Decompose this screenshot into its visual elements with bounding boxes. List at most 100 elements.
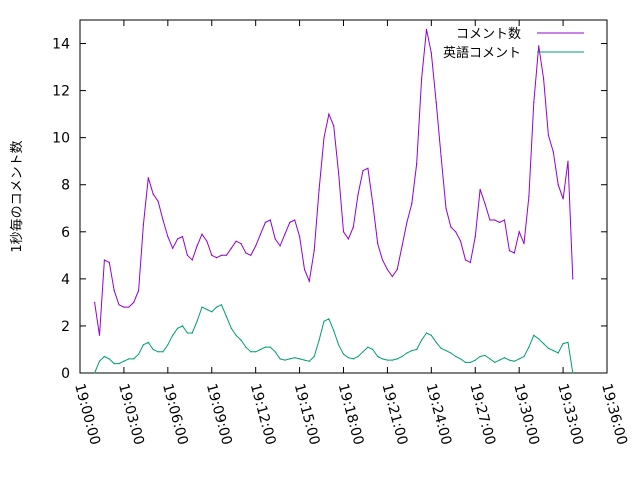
data-point — [225, 315, 227, 318]
data-point — [396, 358, 398, 360]
data-point — [289, 221, 291, 223]
data-point — [206, 308, 208, 311]
data-point — [235, 334, 237, 336]
data-point — [230, 327, 232, 329]
data-point — [328, 318, 330, 320]
data-point — [308, 360, 310, 362]
data-point — [425, 332, 428, 334]
data-point — [123, 306, 125, 308]
y-tick-label: 0 — [61, 366, 70, 382]
data-point — [440, 155, 442, 158]
data-point — [401, 245, 403, 247]
data-point — [347, 357, 349, 359]
data-point — [289, 358, 291, 360]
data-point — [94, 372, 96, 374]
data-point — [259, 233, 262, 235]
data-point — [391, 275, 393, 278]
data-point — [303, 359, 306, 361]
data-point — [508, 359, 510, 361]
data-point — [216, 257, 218, 259]
data-point — [494, 219, 496, 221]
data-point — [533, 101, 535, 103]
data-point — [518, 358, 520, 360]
data-point — [406, 352, 408, 354]
data-point — [220, 304, 223, 306]
y-tick-label: 12 — [52, 84, 70, 100]
data-point — [103, 259, 105, 261]
data-point — [269, 346, 271, 348]
data-point — [460, 240, 462, 242]
data-point — [94, 301, 96, 303]
data-point — [113, 290, 115, 292]
data-point — [372, 203, 374, 205]
data-point — [216, 306, 218, 308]
data-point — [377, 355, 379, 358]
data-point — [162, 351, 164, 353]
data-point — [445, 207, 447, 209]
data-point — [220, 254, 223, 256]
data-point — [503, 219, 506, 221]
data-point — [206, 240, 208, 242]
data-point — [538, 338, 540, 340]
data-point — [455, 355, 457, 358]
data-point — [552, 350, 554, 352]
data-point — [284, 233, 286, 235]
series-points — [94, 304, 574, 374]
y-axis-label: 1秒毎のコメント数 — [9, 140, 25, 252]
data-point — [406, 221, 408, 223]
data-point — [557, 184, 559, 186]
data-point — [108, 358, 110, 360]
data-point — [255, 245, 257, 247]
data-point — [323, 320, 325, 322]
data-point — [299, 358, 301, 360]
data-point — [318, 339, 320, 341]
data-point — [352, 358, 354, 360]
data-point — [274, 351, 276, 353]
data-point — [357, 193, 359, 195]
x-tick-label: 19:03:00 — [115, 382, 147, 447]
data-point — [533, 334, 535, 336]
data-point — [543, 343, 545, 345]
data-point — [474, 235, 476, 238]
data-point — [264, 221, 266, 223]
data-point — [464, 259, 467, 261]
data-point — [177, 238, 179, 240]
data-point — [133, 358, 135, 360]
legend-label: コメント数 — [456, 27, 521, 42]
data-point — [152, 348, 154, 351]
data-point — [528, 195, 530, 198]
data-point — [562, 198, 564, 200]
data-point — [98, 360, 101, 362]
data-point — [494, 361, 496, 363]
data-point — [294, 219, 296, 221]
data-point — [381, 259, 384, 261]
data-point — [318, 188, 320, 190]
data-point — [313, 250, 315, 252]
data-point — [396, 268, 398, 271]
y-tick-label: 2 — [61, 319, 70, 335]
data-point — [323, 137, 325, 139]
data-point — [411, 350, 413, 352]
data-point — [279, 245, 281, 247]
data-point — [250, 254, 252, 256]
x-tick-label: 19:00:00 — [71, 382, 103, 447]
data-point — [538, 45, 540, 47]
data-point — [430, 52, 432, 54]
data-point — [172, 247, 174, 249]
data-point — [240, 243, 242, 245]
data-point — [386, 268, 388, 271]
data-point — [450, 226, 452, 228]
data-point — [98, 334, 101, 336]
data-point — [172, 334, 174, 336]
data-point — [372, 348, 374, 351]
y-tick-label: 10 — [52, 131, 70, 147]
data-point — [362, 170, 364, 172]
data-point — [430, 334, 432, 336]
data-point — [118, 304, 120, 306]
legend-label: 英語コメント — [443, 45, 521, 61]
data-point — [416, 163, 418, 165]
x-tick-label: 19:18:00 — [335, 382, 367, 447]
data-point — [489, 219, 491, 221]
data-point — [342, 353, 345, 355]
